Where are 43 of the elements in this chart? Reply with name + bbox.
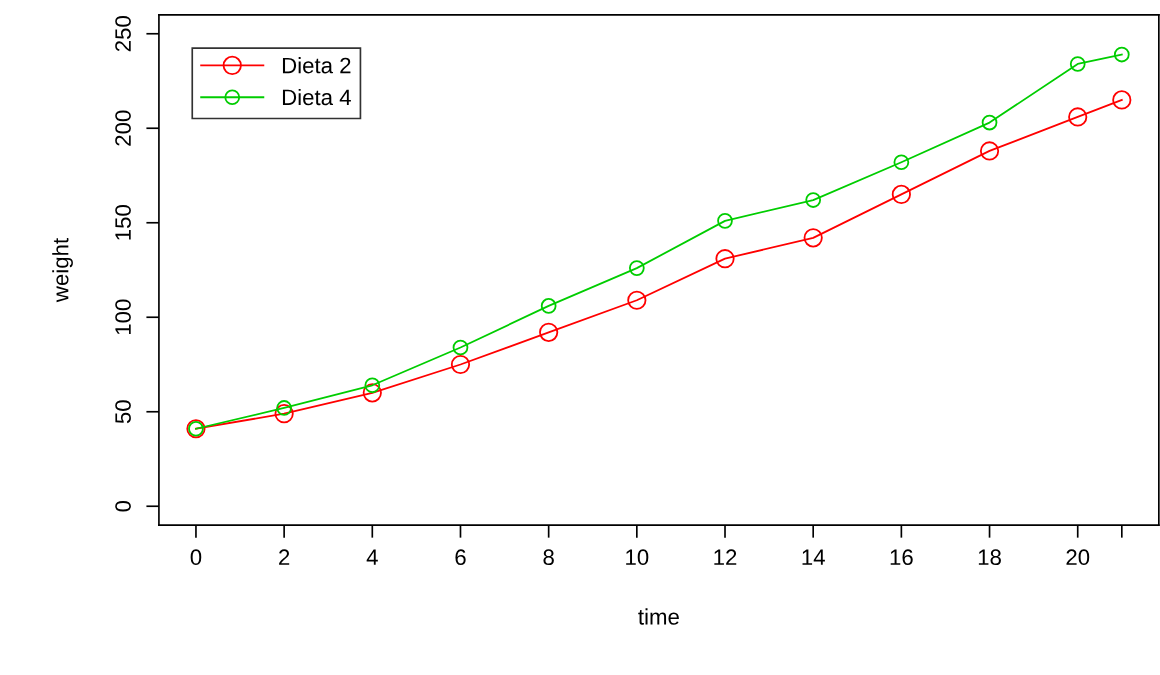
y-tick-label: 100	[115, 299, 131, 335]
y-tick-label: 0	[115, 500, 131, 512]
point	[276, 400, 292, 416]
y-tick-label: 250	[115, 16, 131, 52]
point	[539, 322, 559, 342]
legend-label: Dieta 4	[282, 88, 351, 106]
point	[274, 404, 294, 424]
x-tick-label: 16	[890, 549, 913, 566]
y-tick-label: 50	[115, 400, 131, 424]
point	[981, 114, 998, 131]
x-tick-label: 4	[366, 549, 378, 565]
point	[979, 141, 1000, 161]
y-tick-label: 200	[115, 110, 131, 146]
y-tick-label: 150	[115, 205, 131, 240]
legend-label: Dieta 2	[282, 57, 351, 74]
point	[891, 184, 911, 204]
point	[450, 354, 471, 375]
point	[627, 290, 647, 310]
point	[1113, 46, 1130, 63]
x-tick-label: 2	[279, 549, 290, 565]
point	[893, 154, 910, 171]
x-tick-label: 6	[455, 549, 466, 566]
point	[452, 339, 469, 356]
y-axis-title: weight	[52, 238, 73, 303]
point	[362, 383, 382, 403]
x-tick-label: 8	[543, 549, 554, 566]
x-tick-label: 14	[802, 549, 825, 565]
point	[628, 260, 645, 276]
point	[717, 213, 733, 229]
point	[1068, 107, 1088, 127]
x-tick-label: 10	[626, 549, 649, 566]
point	[364, 377, 381, 394]
x-tick-label: 0	[190, 549, 202, 566]
x-tick-label: 12	[714, 549, 737, 565]
x-tick-label: 18	[978, 549, 1001, 566]
point	[715, 249, 735, 269]
point	[540, 298, 557, 314]
x-axis-title: time	[638, 608, 679, 625]
point	[803, 228, 823, 248]
x-tick-label: 20	[1066, 549, 1090, 566]
point	[1069, 56, 1086, 72]
point	[1112, 90, 1132, 110]
point	[805, 192, 822, 208]
